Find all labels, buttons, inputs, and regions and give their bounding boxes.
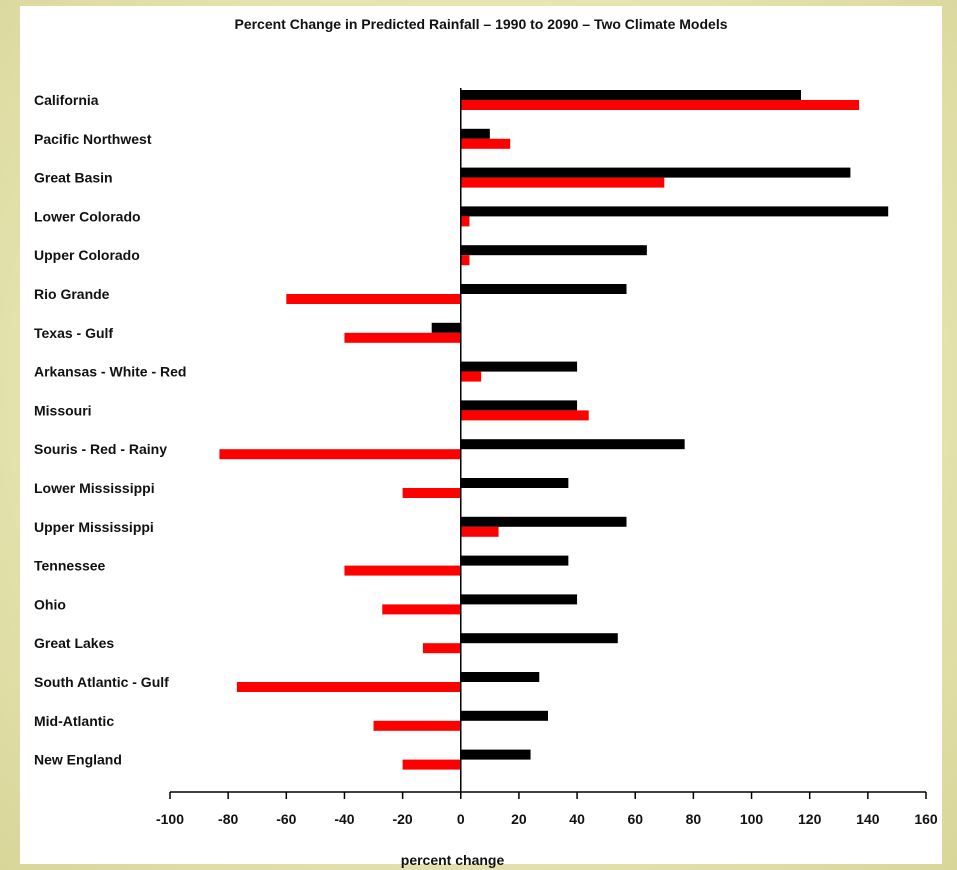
category-label: Texas - Gulf bbox=[34, 325, 113, 341]
bar-series-2 bbox=[460, 255, 470, 266]
bar-series-2 bbox=[460, 410, 589, 421]
bar-series-1 bbox=[460, 284, 627, 294]
x-tick-label: 120 bbox=[798, 811, 822, 827]
bar-series-1 bbox=[460, 594, 578, 605]
x-tick-label: 60 bbox=[627, 811, 643, 827]
bar-series-1 bbox=[460, 400, 578, 411]
category-label: Pacific Northwest bbox=[34, 131, 152, 147]
category-label: Ohio bbox=[34, 596, 66, 612]
bar-series-1 bbox=[460, 128, 490, 139]
category-label: Rio Grande bbox=[34, 286, 110, 302]
bar-series-1 bbox=[460, 749, 531, 760]
bar-series-1 bbox=[460, 245, 647, 256]
chart-title: Percent Change in Predicted Rainfall – 1… bbox=[234, 16, 728, 32]
category-label: Arkansas - White - Red bbox=[34, 364, 186, 380]
bar-series-1 bbox=[460, 478, 569, 488]
bar-series-1 bbox=[460, 439, 685, 450]
category-label: Souris - Red - Rainy bbox=[34, 441, 167, 457]
category-label: Missouri bbox=[34, 402, 92, 418]
bar-series-2 bbox=[373, 720, 461, 731]
x-tick-label: -100 bbox=[156, 811, 184, 827]
bar-series-2 bbox=[460, 100, 860, 110]
bar-series-1 bbox=[460, 633, 618, 644]
axes-layer: -100 -80 -60 -40 -20 0 20 40 60 80 100 120 140 160 bbox=[156, 88, 938, 827]
bar-series-1 bbox=[460, 516, 627, 527]
x-tick-label: 40 bbox=[569, 811, 585, 827]
chart-panel: Percent Change in Predicted Rainfall – 1… bbox=[20, 6, 942, 868]
category-label: Great Basin bbox=[34, 170, 113, 186]
category-label: Tennessee bbox=[34, 558, 106, 574]
x-tick-label: -60 bbox=[276, 811, 296, 827]
x-tick-label: 80 bbox=[686, 811, 702, 827]
bar-series-2 bbox=[286, 294, 461, 304]
category-label: California bbox=[34, 92, 99, 108]
x-tick-label: 100 bbox=[740, 811, 764, 827]
bar-chart: California Pacific Northwest Great Basin Lo… bbox=[34, 88, 938, 827]
bar-series-2 bbox=[460, 371, 482, 382]
x-tick-label: 0 bbox=[457, 811, 465, 827]
x-tick-label: -80 bbox=[218, 811, 238, 827]
category-labels: California Pacific Northwest Great Basin Lo… bbox=[34, 92, 186, 768]
x-tick-label: -40 bbox=[334, 811, 354, 827]
bar-series-2 bbox=[344, 332, 461, 343]
bar-series-2 bbox=[402, 759, 461, 770]
bar-series-1 bbox=[460, 555, 569, 566]
bars-layer bbox=[219, 90, 889, 770]
bar-series-2 bbox=[344, 565, 461, 576]
bar-series-2 bbox=[422, 643, 461, 654]
bar-series-2 bbox=[236, 682, 461, 692]
category-label: South Atlantic - Gulf bbox=[34, 674, 169, 690]
x-tick-label: 160 bbox=[914, 811, 938, 827]
bar-series-2 bbox=[460, 526, 499, 537]
bar-series-1 bbox=[431, 322, 461, 333]
bar-series-1 bbox=[460, 167, 851, 178]
bar-series-2 bbox=[219, 449, 461, 460]
bar-series-2 bbox=[402, 488, 461, 498]
category-label: Upper Colorado bbox=[34, 247, 140, 263]
bar-series-2 bbox=[460, 216, 470, 227]
bar-series-2 bbox=[460, 138, 511, 149]
bar-series-1 bbox=[460, 672, 540, 682]
bar-series-1 bbox=[460, 361, 578, 372]
category-label: Upper Mississippi bbox=[34, 519, 154, 535]
bar-series-1 bbox=[460, 710, 548, 721]
category-label: Lower Mississippi bbox=[34, 480, 155, 496]
category-label: Mid-Atlantic bbox=[34, 713, 114, 729]
bar-series-1 bbox=[460, 90, 801, 100]
category-label: Great Lakes bbox=[34, 635, 114, 651]
x-tick-label: -20 bbox=[392, 811, 412, 827]
category-label: New England bbox=[34, 752, 122, 768]
bar-series-1 bbox=[460, 206, 889, 217]
x-axis-label: percent change bbox=[400, 852, 505, 868]
x-tick-label: 20 bbox=[511, 811, 527, 827]
bar-series-2 bbox=[382, 604, 461, 615]
category-label: Lower Colorado bbox=[34, 208, 141, 224]
bar-series-2 bbox=[460, 177, 665, 188]
x-tick-label: 140 bbox=[856, 811, 880, 827]
